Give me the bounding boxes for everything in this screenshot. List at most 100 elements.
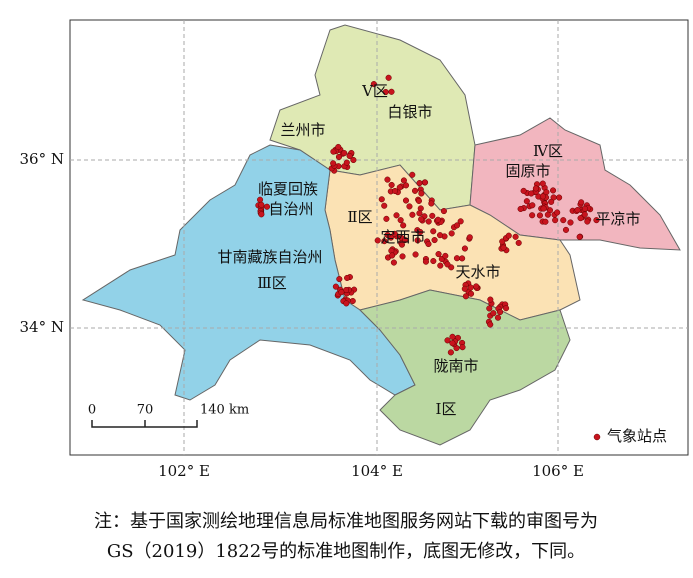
station: [382, 88, 389, 96]
station: [409, 171, 416, 178]
station: [418, 190, 425, 197]
station: [436, 232, 444, 239]
station: [416, 180, 423, 187]
station: [593, 217, 600, 224]
station: [461, 285, 468, 292]
station: [344, 274, 351, 281]
region-label: 定西市: [380, 228, 425, 246]
scale-label: 70: [137, 403, 154, 418]
station: [548, 198, 555, 205]
station: [343, 300, 350, 307]
region-label: 陇南市: [433, 357, 478, 375]
station: [416, 210, 423, 217]
station: [374, 237, 381, 244]
station: [330, 160, 337, 167]
station: [457, 218, 464, 225]
station: [497, 308, 504, 316]
station: [418, 216, 425, 223]
station: [578, 199, 585, 206]
station: [523, 198, 530, 205]
station: [330, 148, 337, 155]
station: [391, 187, 399, 195]
station: [487, 321, 494, 328]
station: [554, 209, 561, 216]
station: [383, 215, 390, 222]
station: [447, 349, 454, 356]
station: [378, 196, 385, 203]
station: [388, 181, 395, 189]
station: [258, 201, 265, 208]
scale-label: 140 km: [200, 403, 249, 418]
station: [528, 190, 535, 197]
region-label: 自治州: [268, 200, 313, 218]
longitude-label: 106° E: [532, 462, 584, 480]
station: [539, 193, 547, 200]
station: [388, 88, 395, 95]
station: [574, 206, 581, 214]
station: [520, 187, 527, 194]
station: [556, 194, 563, 201]
station: [402, 197, 410, 204]
station: [490, 310, 497, 317]
region-label: Ⅱ区: [347, 208, 372, 226]
station: [400, 222, 407, 229]
station: [515, 239, 522, 246]
station: [440, 208, 447, 215]
station: [494, 314, 502, 321]
longitude-label: 102° E: [158, 462, 210, 480]
station: [505, 232, 512, 239]
station: [381, 202, 388, 209]
zone-iii: [81, 144, 416, 401]
region-label: Ⅴ区: [361, 82, 388, 100]
station: [517, 205, 524, 213]
station: [335, 143, 342, 151]
station: [263, 203, 271, 210]
station: [417, 228, 424, 236]
station: [567, 219, 574, 226]
station: [539, 180, 546, 187]
scale-bar: [91, 420, 198, 428]
station: [576, 233, 583, 240]
region-label: 天水市: [455, 263, 500, 281]
station: [349, 297, 356, 305]
station: [414, 237, 421, 244]
station: [338, 289, 345, 296]
station: [442, 252, 449, 259]
station: [435, 251, 442, 258]
station: [400, 177, 407, 184]
station: [422, 258, 429, 265]
station: [428, 200, 435, 207]
station: [467, 290, 475, 297]
region-label: 甘南藏族自治州: [217, 248, 322, 266]
region-label: 平凉市: [595, 210, 640, 228]
station: [577, 215, 584, 222]
station: [430, 257, 437, 265]
station: [341, 150, 348, 157]
station: [459, 344, 466, 351]
station: [542, 218, 549, 225]
station: [512, 233, 519, 240]
station: [421, 179, 429, 186]
station: [529, 202, 536, 209]
station: [425, 240, 432, 248]
station: [385, 74, 392, 81]
station: [448, 230, 455, 237]
station: [402, 236, 409, 244]
station: [461, 245, 468, 252]
station: [384, 176, 391, 183]
region-label: 白银市: [387, 103, 432, 121]
station: [536, 212, 543, 219]
station: [396, 184, 403, 191]
station: [453, 222, 461, 229]
longitude-label: 104° E: [351, 462, 403, 480]
station: [453, 255, 460, 262]
station: [384, 231, 391, 239]
station: [406, 203, 413, 210]
region-label: Ⅳ区: [533, 142, 563, 160]
station: [430, 228, 437, 235]
station: [544, 211, 551, 218]
station: [487, 296, 494, 303]
station: [390, 259, 397, 266]
region-label: Ⅲ区: [257, 274, 286, 292]
